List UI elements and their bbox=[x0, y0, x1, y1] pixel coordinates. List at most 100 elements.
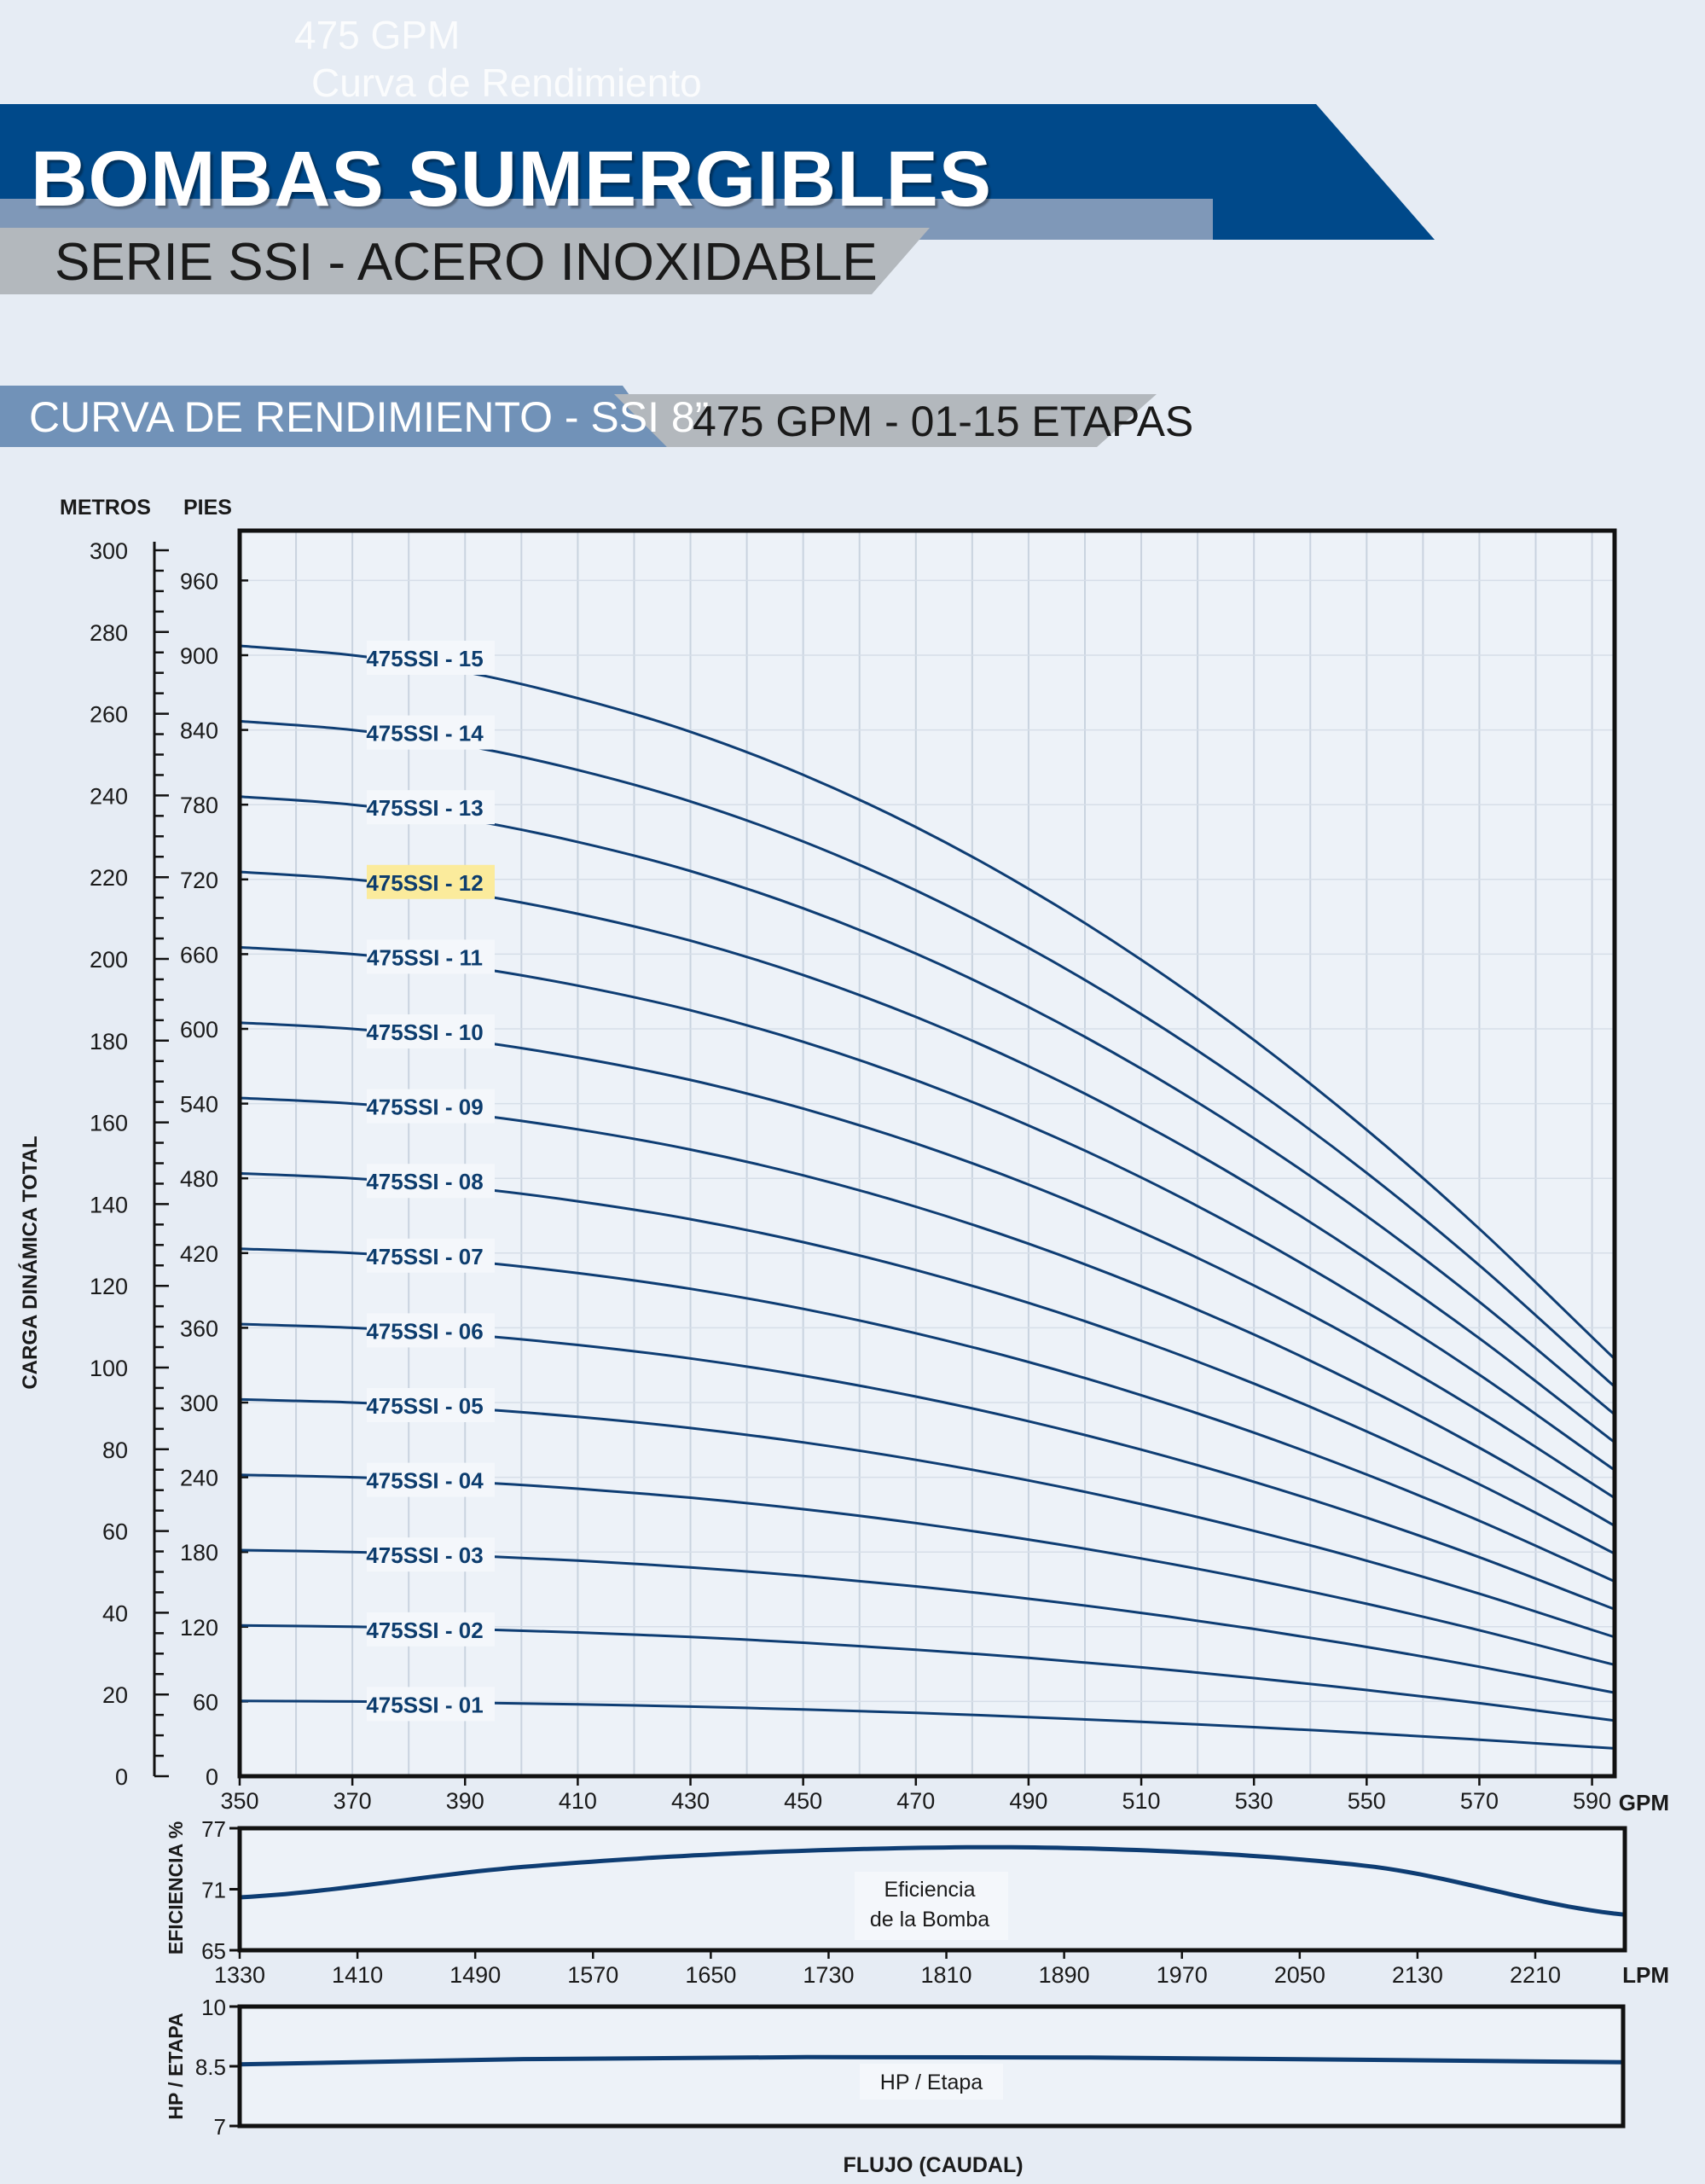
tick-label-meters: 280 bbox=[90, 620, 128, 646]
curve-475ssi-15 bbox=[239, 644, 1616, 1360]
series-label: 475SSI - 07 bbox=[366, 1244, 483, 1269]
hp-axis-title: HP / ETAPA bbox=[165, 2013, 187, 2119]
tick-label-gpm: 370 bbox=[333, 1788, 372, 1814]
tick-label-efficiency: 65 bbox=[201, 1938, 226, 1964]
efficiency-annotation-line2: de la Bomba bbox=[870, 1908, 989, 1931]
series-label: 475SSI - 14 bbox=[366, 721, 484, 746]
page-title: BOMBAS SUMERGIBLES bbox=[31, 136, 993, 223]
series-label-bg bbox=[367, 790, 495, 825]
series-label-bg bbox=[367, 1537, 495, 1572]
tick-label-meters: 40 bbox=[102, 1600, 128, 1626]
series-label: 475SSI - 03 bbox=[366, 1542, 483, 1568]
tick-label-meters: 20 bbox=[102, 1682, 128, 1708]
tick-label-lpm: 2130 bbox=[1392, 1962, 1443, 1988]
tick-label-gpm: 350 bbox=[220, 1788, 258, 1814]
tick-label-feet: 660 bbox=[180, 942, 218, 967]
efficiency-annotation-bg bbox=[855, 1872, 1008, 1940]
watermark-curve: Curva de Rendimiento bbox=[311, 61, 702, 105]
tick-label-feet: 0 bbox=[206, 1764, 218, 1790]
tick-label-meters: 0 bbox=[115, 1764, 128, 1790]
tick-label-meters: 80 bbox=[102, 1438, 128, 1463]
series-label-bg bbox=[367, 1238, 495, 1273]
section-left-bar bbox=[0, 386, 667, 447]
tick-label-meters: 220 bbox=[90, 865, 128, 891]
tick-label-lpm: 1330 bbox=[214, 1962, 265, 1988]
tick-label-feet: 840 bbox=[180, 718, 218, 744]
tick-label-gpm: 490 bbox=[1009, 1788, 1047, 1814]
tick-label-meters: 140 bbox=[90, 1192, 128, 1217]
series-label: 475SSI - 02 bbox=[366, 1618, 483, 1643]
tick-label-lpm: 1890 bbox=[1039, 1962, 1090, 1988]
tick-label-lpm: 1970 bbox=[1157, 1962, 1208, 1988]
tick-label-gpm: 390 bbox=[446, 1788, 484, 1814]
efficiency-axis-title: EFICIENCIA % bbox=[165, 1821, 187, 1955]
series-label: 475SSI - 12 bbox=[366, 870, 483, 896]
series-label-bg bbox=[367, 1164, 495, 1199]
series-label: 475SSI - 04 bbox=[366, 1468, 484, 1494]
series-label: 475SSI - 06 bbox=[366, 1318, 483, 1344]
tick-label-gpm: 430 bbox=[671, 1788, 710, 1814]
tick-label-hp: 8.5 bbox=[195, 2054, 226, 2080]
tick-label-lpm: 2050 bbox=[1274, 1962, 1325, 1988]
tick-label-feet: 960 bbox=[180, 568, 218, 594]
efficiency-annotation-line1: Eficiencia bbox=[884, 1878, 976, 1902]
main-plot-frame bbox=[237, 528, 1617, 1779]
tick-label-lpm: 1490 bbox=[449, 1962, 501, 1988]
series-label: 475SSI - 01 bbox=[366, 1692, 483, 1717]
tick-label-feet: 240 bbox=[180, 1466, 218, 1491]
series-label-bg bbox=[367, 1612, 495, 1647]
tick-label-lpm: 1410 bbox=[332, 1962, 383, 1988]
tick-label-gpm: 570 bbox=[1460, 1788, 1499, 1814]
hp-annotation: HP / Etapa bbox=[880, 2071, 983, 2094]
tick-label-meters: 120 bbox=[90, 1274, 128, 1299]
series-label-bg bbox=[367, 1313, 495, 1348]
tick-label-hp: 7 bbox=[214, 2114, 226, 2140]
tick-label-gpm: 450 bbox=[784, 1788, 822, 1814]
tick-label-feet: 540 bbox=[180, 1092, 218, 1118]
tick-label-efficiency: 71 bbox=[201, 1878, 226, 1903]
series-label-bg bbox=[367, 939, 495, 974]
gpm-unit-label: GPM bbox=[1619, 1790, 1669, 1815]
tick-label-feet: 60 bbox=[193, 1689, 218, 1715]
tick-label-meters: 160 bbox=[90, 1111, 128, 1136]
tick-label-lpm: 1570 bbox=[567, 1962, 618, 1988]
tick-label-hp: 10 bbox=[201, 1995, 226, 2020]
tick-label-lpm: 2210 bbox=[1510, 1962, 1561, 1988]
tick-label-lpm: 1810 bbox=[921, 1962, 972, 1988]
series-label-bg bbox=[367, 1388, 495, 1422]
hp-annotation-bg bbox=[860, 2064, 1003, 2100]
series-label: 475SSI - 11 bbox=[367, 944, 483, 970]
tick-label-gpm: 470 bbox=[896, 1788, 935, 1814]
watermark-gpm: 475 GPM bbox=[294, 13, 461, 57]
tick-label-gpm: 530 bbox=[1235, 1788, 1273, 1814]
lpm-unit-label: LPM bbox=[1622, 1962, 1669, 1988]
tick-label-meters: 300 bbox=[90, 538, 128, 564]
tick-label-gpm: 590 bbox=[1573, 1788, 1611, 1814]
series-label-bg bbox=[367, 1014, 495, 1048]
tick-label-feet: 360 bbox=[180, 1316, 218, 1341]
feet-unit-label: PIES bbox=[183, 496, 232, 520]
tick-label-lpm: 1730 bbox=[803, 1962, 854, 1988]
series-label: 475SSI - 13 bbox=[366, 795, 483, 821]
series-label-bg bbox=[367, 1687, 495, 1722]
series-label: 475SSI - 09 bbox=[366, 1095, 483, 1120]
banner-subtitle bbox=[0, 228, 930, 294]
tick-label-meters: 100 bbox=[90, 1356, 128, 1381]
tick-label-gpm: 550 bbox=[1348, 1788, 1386, 1814]
tick-label-feet: 600 bbox=[180, 1017, 218, 1043]
tick-label-meters: 180 bbox=[90, 1029, 128, 1054]
tick-label-feet: 120 bbox=[180, 1615, 218, 1641]
series-label: 475SSI - 08 bbox=[366, 1169, 483, 1194]
section-right-bar bbox=[614, 394, 1157, 447]
tick-label-efficiency: 77 bbox=[201, 1816, 226, 1842]
series-label-bg bbox=[367, 864, 495, 899]
y-axis-title: CARGA DINÁMICA TOTAL bbox=[18, 1136, 42, 1389]
header-banners bbox=[0, 104, 1435, 447]
series-label: 475SSI - 05 bbox=[366, 1393, 483, 1419]
tick-label-feet: 780 bbox=[180, 793, 218, 818]
tick-label-feet: 720 bbox=[180, 868, 218, 893]
tick-label-feet: 480 bbox=[180, 1166, 218, 1192]
tick-label-feet: 300 bbox=[180, 1391, 218, 1416]
series-label-bg bbox=[367, 641, 495, 675]
